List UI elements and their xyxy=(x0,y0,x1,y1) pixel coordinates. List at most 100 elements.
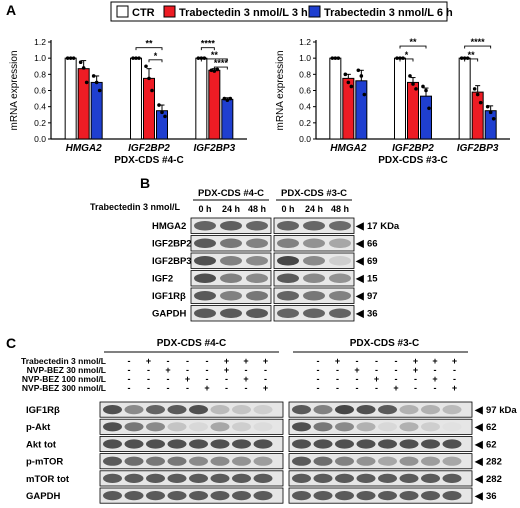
blot-band xyxy=(253,422,273,432)
data-point xyxy=(147,76,151,81)
treatment-mark: + xyxy=(146,356,151,366)
significance-label: **** xyxy=(201,39,216,49)
bar xyxy=(329,57,342,140)
blot-band xyxy=(329,291,351,301)
treatment-mark: - xyxy=(336,365,339,375)
blot-band xyxy=(399,473,419,483)
treatment-mark: - xyxy=(317,383,320,393)
blot-band xyxy=(277,256,299,266)
data-point xyxy=(131,56,135,60)
treatment-mark: - xyxy=(375,383,378,393)
data-point xyxy=(491,116,496,121)
data-point xyxy=(408,74,412,78)
treatment-mark: - xyxy=(317,365,320,375)
blot-band xyxy=(232,422,251,432)
treatment-mark: + xyxy=(243,356,248,366)
treatment-mark: - xyxy=(128,374,131,384)
blot-band xyxy=(292,456,311,466)
molecular-weight-label: 282 xyxy=(486,457,502,468)
blot-row-label: p-mTOR xyxy=(26,457,63,468)
panel-label-c: C xyxy=(6,335,16,351)
treatment-mark: - xyxy=(434,365,437,375)
blot-band xyxy=(189,491,208,501)
molecular-weight-arrow: ◀ xyxy=(355,221,364,232)
treatment-mark: - xyxy=(186,356,189,366)
blot-band xyxy=(194,238,216,248)
lane-label: 48 h xyxy=(248,204,266,214)
data-point xyxy=(472,87,477,91)
category-label: IGF2BP2 xyxy=(392,143,434,154)
y-tick-label: 1.0 xyxy=(34,53,46,63)
blot-band xyxy=(356,405,376,415)
y-tick-label: 0.6 xyxy=(34,86,46,96)
blot-band xyxy=(146,491,165,501)
treatment-mark: - xyxy=(264,365,267,375)
treatment-mark: + xyxy=(432,374,437,384)
blot-band xyxy=(103,405,122,415)
data-point xyxy=(349,84,354,89)
blot-band xyxy=(421,405,440,415)
blot-band xyxy=(303,238,325,248)
legend-label-ctr: CTR xyxy=(132,7,155,19)
blot-band xyxy=(220,238,242,248)
treatment-mark: + xyxy=(224,365,229,375)
blot-band xyxy=(124,491,144,501)
molecular-weight-arrow: ◀ xyxy=(474,405,483,416)
treatment-mark: + xyxy=(393,383,398,393)
blot-band xyxy=(277,308,299,318)
blot-band xyxy=(292,439,311,449)
molecular-weight-arrow: ◀ xyxy=(355,239,364,250)
molecular-weight-label: 36 xyxy=(367,309,378,320)
bar xyxy=(221,98,234,140)
data-point xyxy=(144,64,148,69)
data-point xyxy=(81,66,86,70)
data-point xyxy=(68,56,73,60)
treatment-mark: - xyxy=(128,356,131,366)
blot-band xyxy=(220,273,242,283)
blot-band xyxy=(210,439,230,449)
bar-chart-pdx-4c: 0.0 0.2 0.4 0.6 0.8 1.0 1.2 mRNA expression HMGA… xyxy=(9,37,247,166)
blot-band xyxy=(292,422,311,432)
blot-band xyxy=(220,221,242,231)
data-point xyxy=(163,114,167,119)
blot-band xyxy=(356,473,376,483)
treatment-mark: - xyxy=(206,374,209,384)
blot-group-title: PDX-CDS #3-C xyxy=(350,338,419,349)
blot-band xyxy=(303,273,325,283)
blot-band xyxy=(421,439,440,449)
category-label: HMGA2 xyxy=(330,143,367,154)
treatment-mark: - xyxy=(395,365,398,375)
molecular-weight-label: 66 xyxy=(367,239,378,250)
data-point xyxy=(134,56,138,60)
y-tick-label: 0.4 xyxy=(299,102,311,112)
treatment-mark: - xyxy=(453,374,456,384)
blot-row-label: IGF1Rβ xyxy=(152,291,186,302)
treatment-mark: - xyxy=(356,374,359,384)
blot-band xyxy=(442,439,462,449)
data-point xyxy=(94,80,99,85)
blot-band xyxy=(124,456,144,466)
data-point xyxy=(202,56,207,60)
data-point xyxy=(414,87,418,91)
treatment-mark: - xyxy=(395,356,398,366)
blot-band xyxy=(210,405,230,415)
blot-band xyxy=(277,291,299,301)
y-axis-label: mRNA expression xyxy=(9,50,20,130)
treatment-mark: - xyxy=(147,374,150,384)
blot-band xyxy=(103,439,122,449)
data-point xyxy=(91,74,96,78)
data-point xyxy=(78,60,83,65)
blot-band xyxy=(378,422,397,432)
molecular-weight-arrow: ◀ xyxy=(355,274,364,285)
blot-band xyxy=(399,422,419,432)
blot-band xyxy=(421,491,440,501)
treatment-mark: - xyxy=(395,374,398,384)
blot-band xyxy=(329,221,351,231)
blot-band xyxy=(253,473,273,483)
data-point xyxy=(488,110,493,115)
bar xyxy=(420,95,432,140)
blot-band xyxy=(103,473,122,483)
legend-swatch-6h xyxy=(308,5,321,18)
data-point xyxy=(346,80,351,85)
